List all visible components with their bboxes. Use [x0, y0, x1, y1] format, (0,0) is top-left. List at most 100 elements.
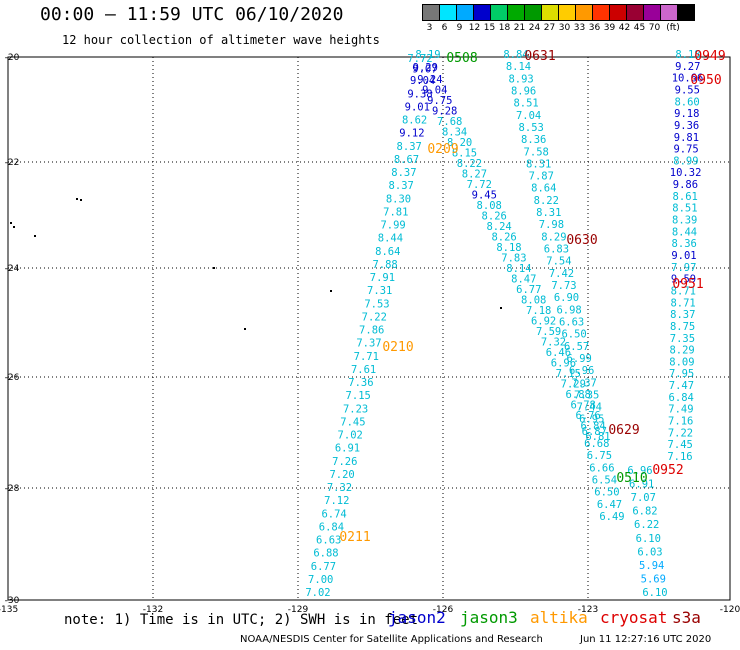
swh-value: 6.47 [597, 499, 622, 511]
island-dot [213, 267, 215, 269]
legend-tick-label: 15 [483, 23, 496, 33]
swh-value: 8.19 [415, 49, 440, 61]
swh-value: 7.04 [516, 110, 541, 122]
swh-value: 8.37 [670, 309, 695, 321]
swh-value: 7.37 [356, 338, 381, 350]
legend-swatch [456, 4, 474, 21]
satellite-name-jason3: jason3 [460, 608, 518, 627]
swh-value: 6.76 [575, 410, 600, 422]
swh-value: 7.16 [668, 416, 693, 428]
legend-swatch [609, 4, 627, 21]
pass-time-label: 0629 [608, 423, 639, 438]
swh-value: 7.86 [359, 325, 384, 337]
swh-value: 6.77 [516, 284, 541, 296]
swh-value: 8.75 [670, 321, 695, 333]
swh-value: 6.50 [594, 487, 619, 499]
lat-tick-label: -24 [5, 264, 20, 274]
swh-value: 7.22 [668, 427, 693, 439]
swh-value: 6.54 [592, 475, 617, 487]
swh-value: 6.81 [585, 431, 610, 443]
swh-value: 7.71 [354, 351, 379, 363]
swh-value: 7.61 [351, 364, 376, 376]
island-dot [76, 198, 78, 200]
swh-value: 6.88 [566, 389, 591, 401]
swh-value: 7.35 [670, 333, 695, 345]
swh-value: 8.61 [673, 191, 698, 203]
swh-value: 8.60 [674, 96, 699, 108]
swh-value: 8.44 [378, 233, 403, 245]
legend-swatch [524, 4, 542, 21]
islands [10, 198, 502, 330]
swh-value: 9.38 [407, 88, 432, 100]
swh-value: 7.45 [668, 439, 693, 451]
swh-value: 8.14 [506, 263, 531, 275]
lat-tick-label: -22 [5, 158, 20, 168]
swh-value: 9.75 [673, 144, 698, 156]
swh-value: 7.72 [467, 179, 492, 191]
swh-value: 6.74 [321, 508, 346, 520]
swh-value: 9.18 [674, 108, 699, 120]
swh-value: 7.58 [524, 146, 549, 158]
swh-value: 7.98 [539, 219, 564, 231]
swh-value: 6.91 [335, 443, 360, 455]
legend-tick-label: 30 [558, 23, 571, 33]
swh-value: 8.18 [675, 49, 700, 61]
swh-value: 6.84 [580, 421, 605, 433]
swh-value: 6.10 [636, 533, 661, 545]
swh-value: 6.91 [629, 479, 654, 491]
swh-value: 6.96 [551, 358, 576, 370]
swh-value: 7.15 [556, 368, 581, 380]
legend-tick-label: 24 [528, 23, 541, 33]
swh-value: 9.27 [675, 61, 700, 73]
swh-value: 6.98 [556, 304, 581, 316]
swh-value: 7.31 [367, 285, 392, 297]
swh-value: 6.66 [589, 462, 614, 474]
swh-value: 7.22 [362, 311, 387, 323]
swh-value: 9.01 [405, 102, 430, 114]
swh-value: 7.18 [526, 305, 551, 317]
swh-value: 6.22 [634, 519, 659, 531]
swh-value: 7.26 [332, 456, 357, 468]
swh-value: 8.14 [506, 61, 531, 73]
swh-value: 6.88 [313, 548, 338, 560]
map-subtitle: 12 hour collection of altimeter wave hei… [62, 33, 380, 47]
axis-labels: -135 -132 -129 -126 -123 -120 -20 -22 -24 -26 -28 -… [0, 53, 740, 615]
swh-value: 6.92 [531, 316, 556, 328]
swh-value: 9.81 [674, 132, 699, 144]
swh-value: 7.87 [529, 171, 554, 183]
pass-time-label: 0510 [616, 471, 647, 486]
lat-tick-label: -26 [5, 373, 20, 383]
swh-value: 6.84 [669, 392, 694, 404]
swh-value: 9.04 [410, 75, 435, 87]
legend-swatch [592, 4, 610, 21]
swh-value: 8.15 [452, 148, 477, 160]
legend-unit: (ft) [666, 23, 680, 33]
lat-tick-label: -28 [5, 484, 20, 494]
swh-value: 8.24 [486, 221, 511, 233]
swh-value: 8.62 [402, 115, 427, 127]
swh-value: 6.57 [564, 341, 589, 353]
swh-value: 5.69 [641, 573, 666, 585]
swh-value: 10.66 [672, 73, 704, 85]
legend-colorbar [422, 4, 695, 21]
swh-value: 8.08 [521, 295, 546, 307]
pass-time-label: 0949 [694, 49, 725, 64]
swh-value: 8.71 [671, 286, 696, 298]
satellite-name-jason2: jason2 [388, 608, 446, 627]
swh-value: 9.36 [674, 120, 699, 132]
swh-value: 6.46 [546, 347, 571, 359]
swh-value: 9.75 [427, 95, 452, 107]
pass-time-label: 0951 [672, 277, 703, 292]
pass-time-label: 0209 [427, 142, 458, 157]
swh-value: 7.32 [541, 337, 566, 349]
legend-swatch [660, 4, 678, 21]
swh-value: 8.37 [397, 141, 422, 153]
legend-swatch [558, 4, 576, 21]
swh-value: 7.23 [343, 403, 368, 415]
swh-value: 7.59 [536, 326, 561, 338]
swh-value: 10.32 [670, 167, 702, 179]
swh-value: 8.31 [526, 158, 551, 170]
swh-value: 7.81 [383, 207, 408, 219]
swh-value: 7.15 [346, 390, 371, 402]
